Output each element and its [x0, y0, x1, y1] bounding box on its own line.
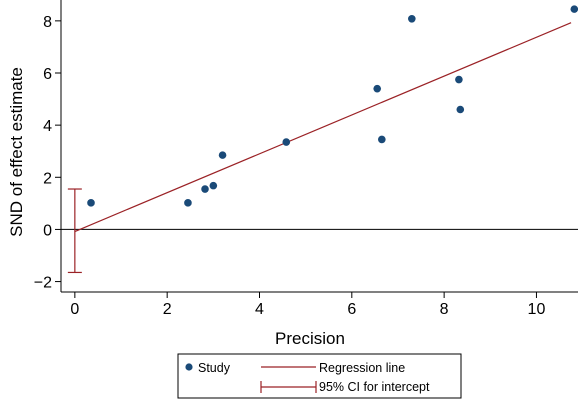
study-point [87, 199, 95, 207]
legend-study-label: Study [198, 361, 231, 375]
study-point [184, 199, 192, 207]
y-tick-label: 6 [43, 66, 52, 83]
y-tick-label: 8 [43, 14, 52, 31]
x-tick-label: 2 [163, 301, 172, 318]
y-axis-title: SND of effect estimate [7, 67, 26, 237]
study-point [378, 135, 386, 144]
study-point [209, 181, 218, 190]
axes [60, 0, 578, 293]
x-tick-label: 10 [528, 301, 546, 318]
x-axis-title: Precision [275, 329, 345, 348]
y-tick-label: 2 [43, 170, 52, 187]
legend: Study Regression line 95% CI for interce… [177, 353, 462, 399]
study-point [408, 14, 416, 23]
x-tick-label: 6 [347, 301, 356, 318]
x-ticks: 0 2 4 6 8 10 [70, 292, 545, 318]
legend-box [177, 353, 462, 399]
study-point [455, 75, 463, 84]
study-point [456, 105, 465, 114]
plot-area [61, 5, 578, 274]
y-tick-label: 0 [43, 222, 52, 239]
y-tick-label: 4 [43, 118, 52, 135]
y-ticks: −2 0 2 4 6 8 [34, 14, 61, 292]
x-tick-label: 0 [70, 301, 79, 318]
y-tick-label: −2 [34, 275, 52, 292]
study-point [218, 151, 227, 159]
regression-line [74, 22, 572, 233]
study-point [373, 84, 382, 93]
x-tick-label: 8 [440, 301, 449, 318]
legend-ci-label: 95% CI for intercept [319, 380, 430, 394]
study-point [282, 138, 291, 146]
x-tick-label: 4 [255, 301, 264, 318]
study-point [201, 185, 209, 193]
legend-study-marker [185, 363, 193, 371]
legend-regression-label: Regression line [319, 361, 405, 375]
study-point [570, 5, 578, 13]
